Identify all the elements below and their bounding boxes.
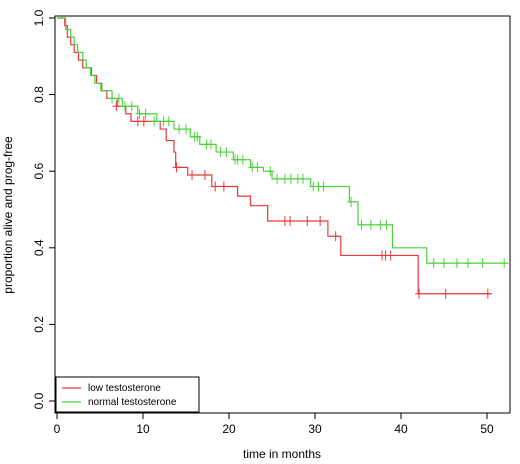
censor-mark — [500, 258, 509, 269]
x-tick-label: 50 — [480, 422, 494, 436]
censor-mark — [286, 173, 295, 184]
censor-mark — [211, 181, 220, 192]
censor-mark — [112, 101, 121, 112]
censor-mark — [219, 181, 228, 192]
censor-mark — [331, 231, 340, 242]
x-tick-label: 30 — [308, 422, 322, 436]
censor-mark — [286, 215, 295, 226]
censor-mark — [415, 288, 424, 299]
y-tick-label: 0.4 — [32, 239, 46, 256]
survival-curve — [57, 17, 509, 264]
censor-mark — [347, 196, 356, 207]
censor-mark — [127, 101, 136, 112]
x-axis: 0 10 20 30 40 50 — [54, 413, 494, 436]
censor-mark — [253, 162, 262, 173]
series-0 — [57, 17, 492, 299]
censor-mark — [222, 147, 231, 158]
plot-frame — [54, 15, 511, 414]
censor-mark — [193, 131, 202, 142]
y-tick-label: 0.2 — [32, 316, 46, 333]
x-tick-label: 40 — [394, 422, 408, 436]
y-tick-label: 0.0 — [32, 392, 46, 409]
censor-mark — [182, 124, 190, 135]
censor-mark — [141, 108, 150, 119]
legend-label-normal: normal testosterone — [88, 397, 177, 408]
y-tick-label: 0.6 — [32, 163, 46, 180]
censor-mark — [478, 258, 487, 269]
censor-mark — [238, 154, 247, 165]
censor-mark — [366, 219, 375, 230]
censor-mark — [441, 288, 450, 299]
censor-mark — [150, 116, 159, 127]
x-tick-label: 0 — [54, 422, 61, 436]
series-1 — [57, 17, 509, 269]
censor-mark — [464, 258, 473, 269]
y-axis: 0.0 0.2 0.4 0.6 0.8 1.0 — [32, 9, 55, 409]
x-tick-label: 20 — [222, 422, 236, 436]
censor-mark — [273, 173, 282, 184]
censor-mark — [164, 116, 173, 127]
series-layer — [57, 17, 509, 299]
legend: low testosterone normal testosterone — [55, 376, 200, 413]
censor-mark — [266, 166, 275, 177]
censor-mark — [200, 170, 209, 181]
censor-mark — [483, 288, 492, 299]
censor-mark — [298, 173, 307, 184]
censor-mark — [386, 250, 395, 261]
y-tick-label: 0.8 — [32, 86, 46, 103]
censor-mark — [175, 124, 184, 135]
censor-mark — [357, 219, 366, 230]
censor-mark — [452, 258, 461, 269]
censor-mark — [172, 162, 181, 173]
x-tick-label: 10 — [136, 422, 150, 436]
censor-mark — [114, 93, 123, 104]
survival-curve — [57, 17, 492, 295]
censor-mark — [316, 215, 325, 226]
legend-box — [55, 376, 200, 413]
censor-mark — [188, 170, 197, 181]
censor-mark — [139, 116, 148, 127]
censor-mark — [108, 93, 117, 104]
censor-mark — [440, 258, 448, 269]
censor-mark — [120, 101, 129, 112]
legend-label-low: low testosterone — [88, 383, 161, 394]
censor-mark — [382, 219, 391, 230]
x-axis-label: time in months — [243, 447, 321, 461]
censor-mark — [429, 258, 438, 269]
censor-mark — [303, 215, 312, 226]
y-axis-label: proportion alive and prog-free — [1, 136, 15, 294]
y-tick-label: 1.0 — [32, 9, 46, 26]
censor-mark — [319, 181, 328, 192]
censor-mark — [206, 139, 215, 150]
